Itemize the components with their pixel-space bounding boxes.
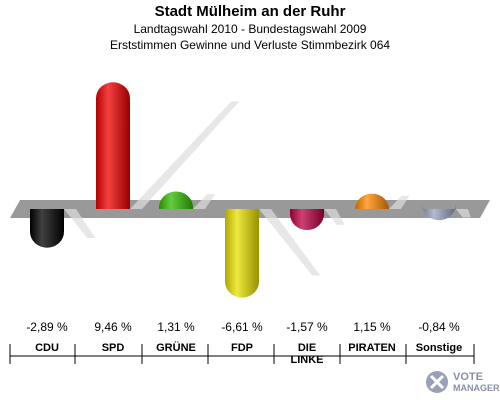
value-label-spd: 9,46 % (94, 320, 132, 334)
bar-shadow-die-linke (324, 209, 345, 225)
chart-subtitle: Landtagswahl 2010 - Bundestagswahl 2009 (133, 22, 367, 36)
bar-die-linke (290, 209, 324, 231)
value-label-fdp: -6,61 % (221, 320, 263, 334)
bar-shadow-cdu (64, 209, 96, 239)
value-label-piraten: 1,15 % (353, 320, 391, 334)
bar-shadow-gr-ne (193, 194, 216, 209)
bar-cdu (30, 209, 64, 248)
category-label-die-linke-line-2: LINKE (291, 354, 324, 366)
category-label-sonstige: Sonstige (416, 342, 462, 354)
bar-spd (96, 82, 130, 209)
bar-sonstige (422, 204, 456, 221)
logo-text-vote: VOTE (453, 371, 483, 383)
value-label-sonstige: -0,84 % (418, 320, 460, 334)
category-label-fdp: FDP (231, 342, 253, 354)
category-label-piraten: PIRATEN (348, 342, 396, 354)
bar-shadow-fdp (259, 209, 321, 276)
logo-text-manager: MANAGER (453, 383, 500, 393)
category-label-spd: SPD (102, 342, 125, 354)
chart-subtitle-2: Erststimmen Gewinne und Verluste Stimmbe… (109, 38, 391, 52)
value-label-die-linke: -1,57 % (286, 320, 328, 334)
bar-piraten (355, 193, 389, 210)
bar-shadow-piraten (389, 195, 410, 209)
bar-shadow-sonstige (456, 209, 471, 218)
bar-gr-ne (159, 191, 193, 209)
bar-shadow-spd (130, 101, 240, 209)
category-label-cdu: CDU (35, 342, 59, 354)
chart-title: Stadt Mülheim an der Ruhr (154, 3, 346, 20)
value-label-cdu: -2,89 % (26, 320, 68, 334)
value-label-gr-ne: 1,31 % (157, 320, 195, 334)
bar-fdp (225, 209, 259, 298)
category-label-die-linke-line-1: DIE (298, 342, 316, 354)
category-label-gr-ne: GRÜNE (156, 341, 196, 354)
vote-manager-logo: VOTE MANAGER (426, 371, 500, 393)
